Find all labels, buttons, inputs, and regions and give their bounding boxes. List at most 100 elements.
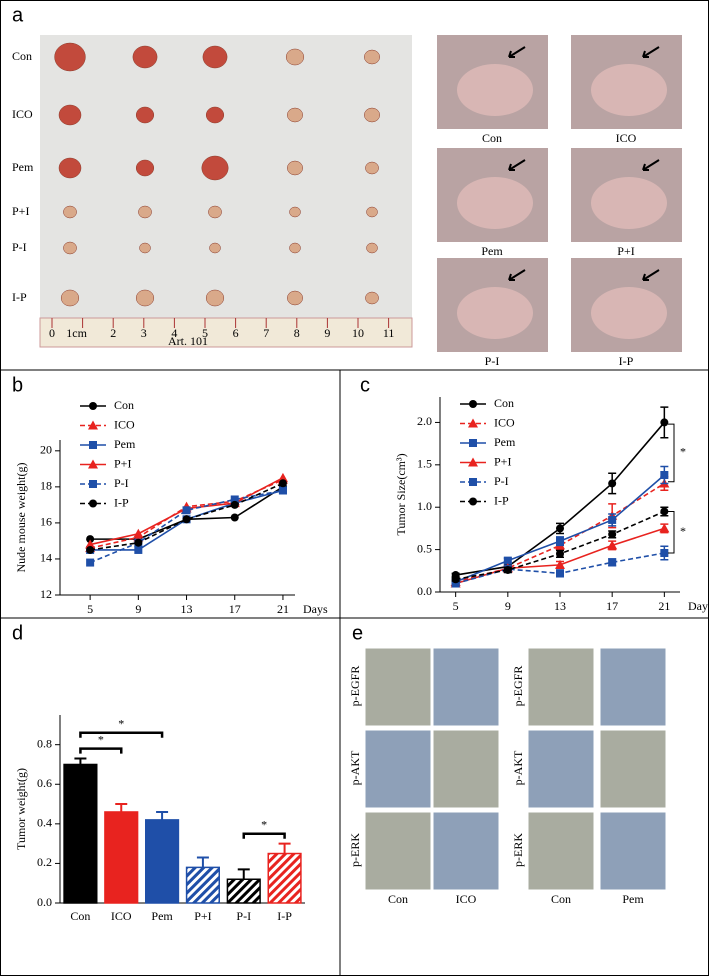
tumor [63, 205, 77, 219]
marker [555, 559, 565, 569]
marker [451, 579, 460, 588]
mouse-label: ICO [616, 131, 637, 145]
ruler-label: 4 [171, 326, 177, 340]
marker [503, 565, 512, 574]
marker [468, 418, 478, 428]
bracket [242, 832, 286, 839]
annotation: * [98, 732, 104, 746]
tumor [287, 290, 303, 306]
x-tick-label: 21 [658, 599, 670, 613]
marker [451, 575, 460, 584]
x-tick-label: 17 [229, 602, 241, 616]
marker [556, 537, 564, 546]
tumor [287, 107, 303, 123]
tumor [364, 107, 380, 123]
marker [182, 515, 191, 524]
marker [133, 528, 144, 538]
marker [88, 459, 98, 469]
mouse [457, 177, 533, 229]
tumor [205, 289, 225, 307]
y-tick-label: 0.2 [37, 855, 52, 869]
ruler-label: 3 [141, 326, 147, 340]
ruler-label: 6 [233, 326, 239, 340]
ihc-image [599, 647, 667, 727]
y-tick-label: 0.5 [417, 541, 432, 555]
mouse [591, 64, 667, 116]
legend-label: Pem [114, 437, 136, 451]
group-label: ICO [456, 892, 477, 906]
tumor [135, 159, 155, 177]
x-tick-label: P-I [236, 909, 251, 923]
bracket [79, 731, 164, 738]
tumor [205, 106, 225, 124]
x-axis-label: Days [688, 599, 709, 613]
marker [607, 540, 618, 550]
ihc-image [599, 729, 667, 809]
mouse [457, 287, 533, 339]
y-tick-label: 0.0 [417, 584, 432, 598]
ihc-image [527, 729, 595, 809]
y-tick-label: 12 [40, 587, 52, 601]
group-label: Con [551, 892, 571, 906]
ihc-image [364, 729, 432, 809]
arrow [508, 269, 526, 281]
marker [556, 549, 564, 558]
marker [277, 472, 288, 482]
ruler-label: 7 [263, 326, 269, 340]
row-label: Con [12, 49, 32, 63]
ihc-image [599, 811, 667, 891]
panel-label: d [12, 622, 23, 644]
tumor-photo [40, 35, 412, 347]
marker [86, 545, 95, 554]
tumor [54, 42, 86, 72]
marker [660, 471, 669, 479]
bar [63, 763, 98, 904]
legend-label: P-I [494, 474, 509, 488]
x-tick-label: 5 [453, 599, 459, 613]
y-tick-label: 0.6 [37, 776, 52, 790]
y-tick-label: 16 [40, 515, 52, 529]
tumor [365, 291, 379, 305]
tumor [202, 45, 228, 69]
ruler-label: 11 [383, 326, 395, 340]
mouse [591, 287, 667, 339]
group-label: Con [388, 892, 408, 906]
bracket [668, 423, 675, 483]
marker [503, 556, 512, 565]
y-tick-label: 2.0 [417, 414, 432, 428]
tumor [366, 206, 378, 218]
tumor [201, 155, 229, 181]
annotation: * [261, 817, 267, 831]
ruler [39, 317, 413, 348]
ruler-label: 2 [110, 326, 116, 340]
ruler-label: 10 [352, 326, 364, 340]
x-tick-label: Con [70, 909, 90, 923]
row-label: Pem [12, 160, 34, 174]
tumor [63, 241, 77, 255]
error-bar [196, 856, 209, 868]
marker [660, 507, 669, 516]
annotation: * [680, 524, 686, 538]
x-tick-label: 9 [135, 602, 141, 616]
arrow [642, 269, 660, 281]
mouse-label: Con [482, 131, 502, 145]
y-tick-label: 14 [40, 551, 52, 565]
x-tick-label: 5 [87, 602, 93, 616]
marker [469, 439, 477, 447]
annotation: * [680, 445, 686, 459]
ruler-label: 9 [324, 326, 330, 340]
y-tick-label: 0.0 [37, 895, 52, 909]
legend-label: I-P [494, 493, 509, 507]
marker [86, 558, 95, 567]
marker [469, 497, 477, 506]
ihc-image [364, 647, 432, 727]
legend-label: I-P [114, 495, 129, 509]
marker [89, 402, 97, 410]
stain-label: p-ERK [511, 833, 525, 867]
bar [226, 878, 261, 904]
legend-label: Pem [494, 435, 516, 449]
y-tick-label: 1.5 [417, 457, 432, 471]
marker [468, 457, 478, 467]
ihc-image [432, 811, 500, 891]
tumor [208, 205, 222, 219]
